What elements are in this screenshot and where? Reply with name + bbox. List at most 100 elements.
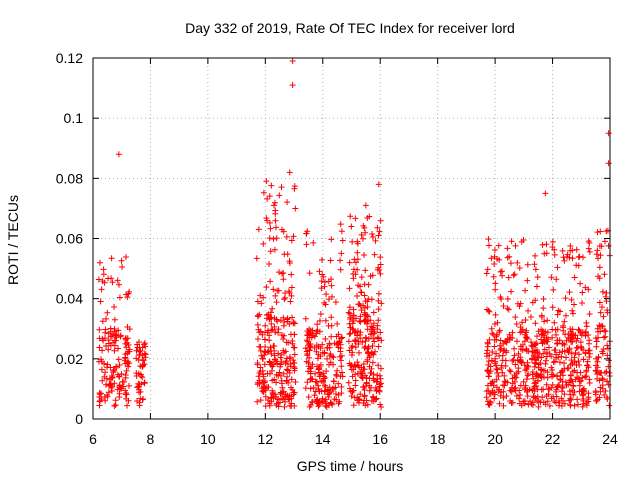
data-point	[554, 340, 561, 347]
data-point	[527, 398, 534, 405]
data-point	[108, 275, 115, 282]
data-point	[579, 403, 586, 410]
data-point	[533, 383, 540, 390]
data-point	[272, 292, 279, 299]
data-point	[309, 376, 316, 383]
data-point	[362, 229, 369, 236]
data-point	[272, 199, 279, 206]
data-point	[366, 354, 373, 361]
data-point	[275, 326, 282, 333]
data-point	[376, 228, 383, 235]
y-tick-label: 0.02	[56, 351, 83, 367]
data-point	[97, 298, 104, 305]
data-point	[113, 334, 120, 341]
data-point	[528, 339, 535, 346]
data-point	[271, 376, 278, 383]
data-point	[506, 253, 513, 260]
data-point	[575, 401, 582, 408]
data-point	[514, 300, 521, 307]
data-point	[551, 347, 558, 354]
data-point	[338, 228, 345, 235]
data-point	[522, 287, 529, 294]
data-point	[551, 397, 558, 404]
data-point	[322, 375, 329, 382]
data-point	[122, 340, 129, 347]
data-point	[491, 336, 498, 343]
data-point	[571, 274, 578, 281]
data-point	[354, 327, 361, 334]
data-point	[370, 320, 377, 327]
data-point	[605, 130, 612, 137]
data-point	[581, 388, 588, 395]
data-point	[363, 374, 370, 381]
data-point	[99, 318, 106, 325]
data-point	[550, 393, 557, 400]
data-point	[562, 312, 569, 319]
data-point	[254, 398, 261, 405]
data-point	[322, 396, 329, 403]
data-point	[596, 322, 603, 329]
data-point	[278, 358, 285, 365]
data-point	[310, 384, 317, 391]
data-point	[134, 398, 141, 405]
data-point	[374, 334, 381, 341]
data-point	[318, 278, 325, 285]
data-point	[483, 394, 490, 401]
data-point	[525, 307, 532, 314]
data-point	[542, 360, 549, 367]
data-point	[597, 370, 604, 377]
data-point	[291, 403, 298, 410]
data-point	[346, 259, 353, 266]
data-point	[135, 383, 142, 390]
data-point	[495, 242, 502, 249]
data-point	[286, 289, 293, 296]
data-point	[118, 257, 125, 264]
data-point	[275, 372, 282, 379]
data-point	[592, 367, 599, 374]
data-point	[284, 199, 291, 206]
data-point	[366, 387, 373, 394]
data-point	[110, 331, 117, 338]
data-point	[586, 310, 593, 317]
data-point	[594, 247, 601, 254]
data-point	[537, 399, 544, 406]
data-point	[528, 400, 535, 407]
data-point	[368, 323, 375, 330]
data-point	[524, 277, 531, 284]
data-point	[323, 291, 330, 298]
data-point	[302, 385, 309, 392]
data-point	[109, 279, 116, 286]
data-point	[542, 190, 549, 197]
data-point	[556, 382, 563, 389]
data-point	[603, 368, 610, 375]
data-point	[570, 382, 577, 389]
data-point	[573, 362, 580, 369]
data-point	[586, 347, 593, 354]
data-point	[324, 344, 331, 351]
data-point	[569, 247, 576, 254]
data-point	[529, 349, 536, 356]
data-point	[288, 400, 295, 407]
data-point	[319, 271, 326, 278]
data-point	[601, 238, 608, 245]
data-point	[531, 353, 538, 360]
data-point	[96, 335, 103, 342]
data-point	[321, 279, 328, 286]
data-point	[262, 387, 269, 394]
data-point	[286, 260, 293, 267]
data-point	[352, 344, 359, 351]
data-point	[366, 363, 373, 370]
data-point	[491, 253, 498, 260]
data-point	[254, 361, 261, 368]
data-point	[531, 261, 538, 268]
data-point	[270, 202, 277, 209]
data-point	[354, 293, 361, 300]
data-point	[99, 347, 106, 354]
data-point	[337, 341, 344, 348]
data-point	[483, 270, 490, 277]
data-point	[504, 296, 511, 303]
data-point	[549, 334, 556, 341]
data-point	[322, 387, 329, 394]
data-point	[255, 226, 262, 233]
data-point	[500, 348, 507, 355]
